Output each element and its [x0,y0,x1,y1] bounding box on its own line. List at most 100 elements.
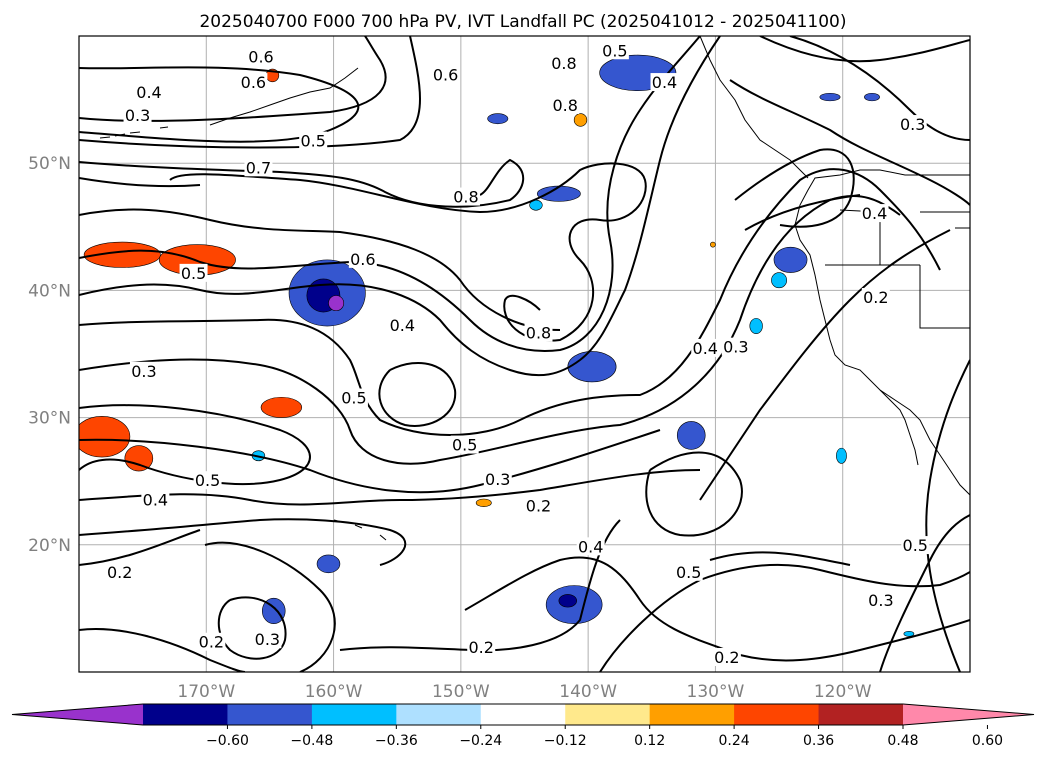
graticule [79,36,970,672]
contour-label-bg [898,115,927,134]
contour-label-bg [551,95,580,114]
contour-label: 0.2 [107,563,132,582]
contour-label: 0.6 [433,65,458,84]
contour-label-bg [141,490,170,509]
map-axes: 170°W 160°W 150°W 140°W 130°W 120°W 20°N 30°N 40… [28,154,872,702]
contour-label: 0.5 [903,536,928,555]
lon-tick-label: 140°W [559,682,617,702]
contour-label: 0.3 [125,106,150,125]
contour-line [699,229,951,501]
coastline [879,389,919,466]
contour-label-bg [650,73,679,92]
contour-line [79,168,941,436]
contour-label: 0.6 [248,48,273,67]
contour-label-bg [483,469,512,488]
contour-line [79,628,246,672]
contour-line [599,563,970,672]
contour-label: 0.2 [526,497,551,516]
map-panel: 0.5 0.4 0.3 0.6 0.6 0.6 0.8 0.8 0.4 0.3 0.5 0.7 0.8 0… [78,35,971,673]
contour-label: 0.6 [241,73,266,92]
contour-line [79,36,701,352]
contour-line [79,36,387,122]
colorbar-tick-labels: −0.60 −0.48 −0.36 −0.24 −0.12 0.12 0.24 0.36 0.4… [206,725,1003,749]
colorbar: −0.60 −0.48 −0.36 −0.24 −0.12 0.12 0.24 0.36 0.4… [11,703,1035,749]
contour-label: 0.6 [350,250,375,269]
colorbar-tick-label: 0.12 [634,733,665,749]
state-border [825,209,970,329]
contour-label-bg [135,83,164,102]
contour-label-bg [860,204,889,223]
contour-line [79,36,721,377]
contour-label-bg [600,41,629,60]
contour-label-bg [388,316,417,335]
contour-label-bg [123,106,152,125]
contour-label-bg [197,632,226,651]
pv-anomaly-area [260,396,303,418]
contour-label: 0.5 [341,389,366,408]
contour-label: 0.4 [652,73,677,92]
contour-label-bg [339,388,368,407]
contour-line [79,158,525,208]
coastline [699,36,809,179]
lat-tick-label: 40°N [28,281,71,301]
coastlines [99,36,970,541]
pv-anomaly-area [573,113,588,127]
pv-anomaly-area [710,241,716,248]
colorbar-tick-label: −0.60 [206,733,249,749]
colorbar-tick-label: 0.36 [803,733,834,749]
contour-label: 0.4 [862,204,887,223]
contour-label: 0.8 [526,324,551,343]
pv-anomaly-area [836,447,847,464]
colorbar-tick-label: −0.24 [459,733,502,749]
contour-line [79,66,360,143]
colorbar-tick-label: −0.36 [375,733,418,749]
contour-label: 0.4 [390,316,415,335]
pv-anomaly-area [819,92,841,102]
pv-shading [79,54,915,637]
contour-label-bg [193,471,222,490]
contour-label: 0.3 [255,630,280,649]
contour-label: 0.8 [551,54,576,73]
colorbar-segment [143,704,228,725]
contour-line [464,556,970,662]
contour-label: 0.3 [131,362,156,381]
contour-label-bg [105,562,134,581]
contour-label: 0.4 [693,339,718,358]
colorbar-tick-label: −0.48 [290,733,333,749]
contour-label-bg [244,158,273,177]
pv-anomaly-area [475,498,492,507]
contour-label: 0.2 [714,648,739,667]
contour-line [79,429,661,494]
contour-label-bg [721,337,750,356]
pv-anomaly-area [773,246,808,273]
pv-anomaly-area [558,594,577,608]
contour-label: 0.5 [602,41,627,60]
contour-label-bg [299,131,328,150]
coastline [209,67,359,126]
pv-anomaly-area [487,113,509,125]
colorbar-upper-extend [903,704,1034,725]
contour-labels: 0.5 0.4 0.3 0.6 0.6 0.6 0.8 0.8 0.4 0.3 0.5 0.7 0.8 0… [105,41,930,667]
pv-anomaly-area [261,597,286,624]
contour-label-bg [524,496,553,515]
coastline [794,169,970,496]
contour-label-bg [239,73,268,92]
contour-label: 0.3 [723,338,748,357]
colorbar-segment [649,704,735,725]
contour-line [759,36,970,63]
contour-label: 0.5 [452,436,477,455]
contour-line [79,469,701,506]
contour-line [879,514,970,672]
contour-label: 0.5 [300,132,325,151]
contour-line [79,404,311,485]
colorbar-segment [227,704,313,725]
contour-label: 0.3 [868,591,893,610]
pv-anomaly-area [124,445,154,472]
colorbar-segment [818,704,904,725]
colorbar-segment [480,704,566,725]
map-frame [78,35,971,673]
contour-line [79,208,561,331]
pv-anomaly-area [771,272,788,289]
contour-label: 0.2 [468,638,493,657]
pv-anomaly-area [676,421,706,450]
